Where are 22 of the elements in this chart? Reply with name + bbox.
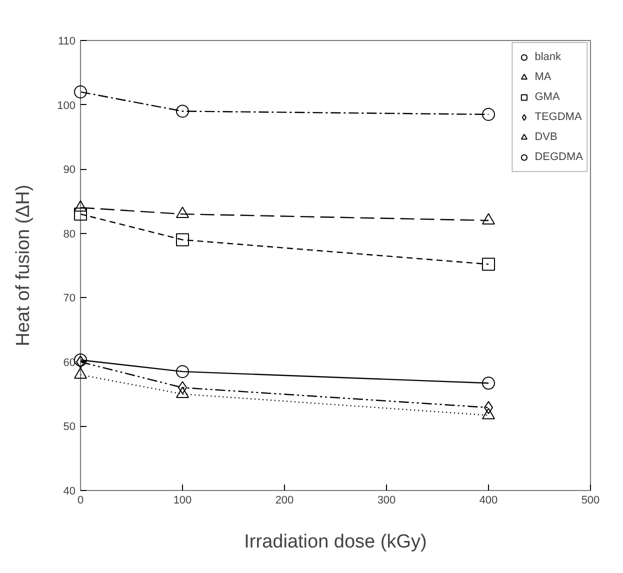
legend-label: MA [534, 71, 552, 83]
x-tick-label: 300 [377, 494, 396, 506]
y-tick-label: 100 [57, 100, 76, 112]
x-tick-label: 0 [77, 494, 84, 506]
y-tick-label: 80 [63, 228, 76, 240]
x-tick-label: 400 [479, 494, 498, 506]
x-tick-label: 200 [275, 494, 294, 506]
legend-label: GMA [534, 91, 560, 103]
legend-label: DVB [534, 131, 558, 143]
y-tick-label: 110 [58, 36, 76, 48]
y-tick-label: 70 [63, 292, 76, 305]
x-axis-title: Irradiation dose (kGy) [244, 532, 427, 552]
y-tick-label: 60 [63, 356, 76, 369]
legend-label: blank [534, 51, 562, 63]
legend-label: DEGDMA [534, 151, 583, 163]
y-tick-label: 40 [63, 486, 76, 498]
y-axis-title: Heat of fusion (ΔH) [13, 184, 34, 346]
y-tick-label: 90 [63, 164, 76, 176]
x-tick-label: 100 [173, 494, 192, 506]
y-tick-label: 50 [63, 421, 76, 434]
legend-label: TEGDMA [534, 111, 582, 123]
x-tick-label: 500 [581, 494, 600, 506]
